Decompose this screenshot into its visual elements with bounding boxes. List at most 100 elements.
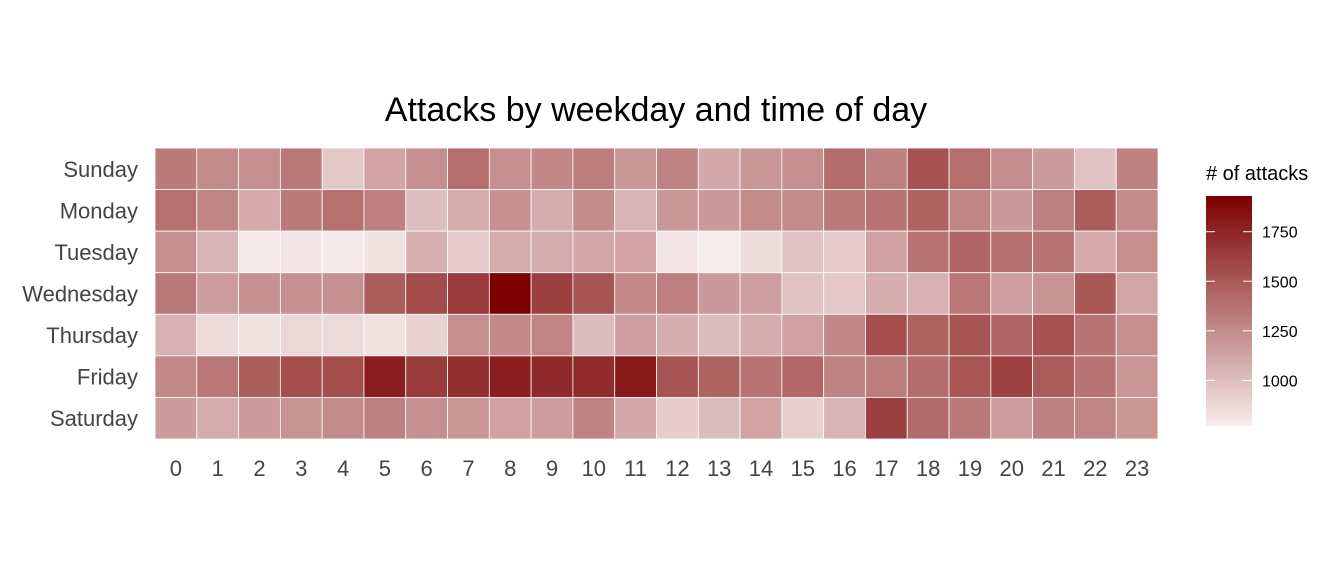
heatmap-cell [739,355,783,398]
heatmap-cell [196,147,239,190]
x-tick-label: 4 [337,456,349,481]
heatmap-cell [1115,272,1159,315]
x-tick-label: 3 [295,456,307,481]
heatmap-cell [405,272,448,315]
heatmap-cell [154,272,198,315]
heatmap-cell [530,230,574,274]
heatmap-cell [530,189,574,232]
heatmap-cell [697,313,741,357]
heatmap-cell [739,230,783,274]
heatmap-cell [238,397,281,440]
x-tick-label: 9 [546,456,558,481]
heatmap-cell [865,230,908,274]
heatmap-cell [948,189,992,232]
heatmap-cell [447,189,490,232]
heatmap-cell [572,313,616,357]
heatmap-cell [321,272,365,315]
y-axis-labels: Sunday Monday Tuesday Wednesday Thursday Frid… [22,157,138,431]
heatmap-cell [405,313,448,357]
heatmap-cell [906,147,950,190]
heatmap-cell [488,313,532,357]
x-tick-label: 16 [832,456,856,481]
heatmap-cell [154,189,198,232]
heatmap-cell [1032,397,1075,440]
heatmap-cell [447,272,490,315]
heatmap-cell [656,189,699,232]
x-tick-label: 13 [707,456,731,481]
heatmap-cell [279,355,323,398]
heatmap-cell [279,272,323,315]
heatmap-cell [572,147,616,190]
heatmap-cells [154,147,1159,440]
heatmap-cell [530,397,574,440]
heatmap-cell [1032,272,1075,315]
heatmap-cell [238,313,281,357]
heatmap-cell [990,230,1034,274]
heatmap-cell [823,313,866,357]
heatmap-cell [823,147,866,190]
y-tick-label: Saturday [50,406,138,431]
heatmap-cell [739,189,783,232]
x-tick-label: 1 [212,456,224,481]
heatmap-cell [906,313,950,357]
heatmap-cell [823,355,866,398]
heatmap-cell [865,355,908,398]
heatmap-cell [781,313,825,357]
heatmap-cell [781,397,825,440]
heatmap-cell [865,147,908,190]
heatmap-cell [697,272,741,315]
heatmap-cell [1032,230,1075,274]
heatmap-cell [279,147,323,190]
heatmap-cell [614,147,657,190]
heatmap-cell [279,313,323,357]
heatmap-cell [948,147,992,190]
heatmap-cell [447,397,490,440]
heatmap-cell [697,189,741,232]
heatmap-cell [781,272,825,315]
x-tick-label: 22 [1083,456,1107,481]
heatmap-cell [823,230,866,274]
x-tick-label: 2 [253,456,265,481]
y-tick-label: Wednesday [22,282,138,307]
heatmap-cell [1074,230,1117,274]
x-tick-label: 18 [916,456,940,481]
heatmap-cell [906,397,950,440]
heatmap-cell [196,189,239,232]
heatmap-cell [447,230,490,274]
heatmap-cell [488,230,532,274]
heatmap-cell [614,313,657,357]
heatmap-cell [697,230,741,274]
heatmap-cell [238,147,281,190]
heatmap-cell [990,147,1034,190]
heatmap-cell [614,355,657,398]
heatmap-cell [906,189,950,232]
heatmap-cell [238,230,281,274]
heatmap-cell [656,272,699,315]
heatmap-cell [656,230,699,274]
heatmap-cell [1074,355,1117,398]
legend-colorbar [1206,196,1252,426]
heatmap-cell [447,147,490,190]
heatmap-cell [781,355,825,398]
legend-tick-label: 1000 [1262,373,1298,390]
x-tick-label: 8 [504,456,516,481]
x-tick-label: 15 [791,456,815,481]
heatmap-cell [1074,313,1117,357]
heatmap-cell [196,272,239,315]
x-tick-label: 19 [958,456,982,481]
heatmap-cell [990,355,1034,398]
heatmap-cell [865,272,908,315]
heatmap-cell [739,313,783,357]
heatmap-cell [1074,272,1117,315]
y-tick-label: Monday [60,198,138,223]
heatmap-cell [1074,189,1117,232]
heatmap-cell [196,230,239,274]
heatmap-cell [530,313,574,357]
chart-title: Attacks by weekday and time of day [385,91,927,129]
heatmap-cell [279,397,323,440]
heatmap-cell [823,272,866,315]
heatmap-cell [572,230,616,274]
heatmap-cell [614,189,657,232]
heatmap-cell [614,230,657,274]
